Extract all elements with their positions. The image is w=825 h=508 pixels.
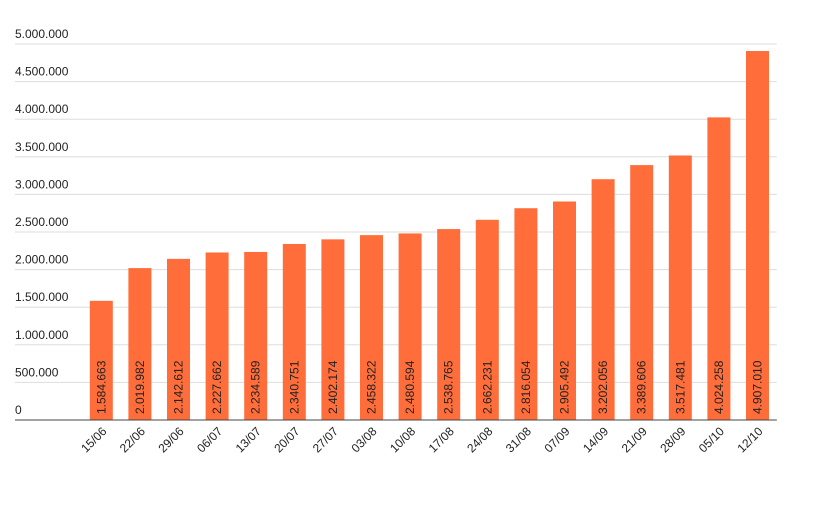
data-label: 3.202.056 [596, 360, 610, 414]
bar [167, 258, 190, 420]
bar [553, 201, 576, 420]
x-tick-label: 10/08 [387, 424, 418, 455]
x-tick-label: 31/08 [503, 424, 534, 455]
data-label: 2.538.765 [442, 360, 456, 414]
x-tick-label: 29/06 [155, 424, 186, 455]
y-tick-label: 0 [15, 403, 22, 417]
x-tick-label: 21/09 [619, 424, 650, 455]
x-tick-label: 05/10 [696, 424, 727, 455]
x-tick-label: 22/06 [117, 424, 148, 455]
data-label: 1.584.663 [94, 360, 108, 414]
x-tick-label: 07/09 [541, 424, 572, 455]
data-label: 2.816.054 [519, 360, 533, 414]
data-label: 2.019.982 [133, 360, 147, 414]
data-label: 2.227.662 [210, 360, 224, 414]
x-tick-label: 24/08 [464, 424, 495, 455]
data-label: 2.905.492 [558, 360, 572, 414]
y-tick-label: 500.000 [15, 365, 59, 379]
data-label: 3.517.481 [673, 360, 687, 414]
bar [282, 243, 306, 420]
bar [630, 165, 654, 420]
x-tick-label: 20/07 [271, 424, 302, 455]
y-tick-label: 1.500.000 [15, 290, 69, 304]
data-label: 2.458.322 [365, 360, 379, 414]
y-tick-label: 5.000.000 [15, 27, 69, 41]
bar [89, 300, 113, 420]
bar [360, 235, 383, 420]
y-tick-label: 4.500.000 [15, 65, 69, 79]
bar [398, 233, 422, 420]
x-tick-label: 14/09 [580, 424, 611, 455]
bar [128, 268, 152, 420]
bar [321, 239, 345, 420]
x-tick-label: 03/08 [348, 424, 379, 455]
data-label: 3.389.606 [635, 360, 649, 414]
y-tick-label: 2.000.000 [15, 253, 69, 267]
data-label: 2.340.751 [287, 360, 301, 414]
x-tick-label: 06/07 [194, 424, 225, 455]
x-tick-label: 28/09 [657, 424, 688, 455]
data-label: 4.907.010 [751, 360, 765, 414]
bar [514, 208, 538, 420]
bar [591, 179, 615, 420]
data-label: 2.402.174 [326, 360, 340, 414]
data-label: 4.024.258 [712, 360, 726, 414]
y-tick-label: 3.000.000 [15, 177, 69, 191]
bar [707, 117, 731, 421]
data-label: 2.234.589 [249, 360, 263, 414]
bar [475, 219, 499, 420]
bar [668, 155, 692, 421]
data-label: 2.480.594 [403, 360, 417, 414]
y-tick-label: 1.000.000 [15, 328, 69, 342]
x-tick-label: 13/07 [233, 424, 264, 455]
bar [746, 50, 769, 420]
bar [437, 229, 461, 420]
bar [244, 251, 268, 420]
x-tick-label: 12/10 [734, 424, 765, 455]
data-label: 2.662.231 [480, 360, 494, 414]
bar [205, 252, 229, 420]
y-tick-label: 2.500.000 [15, 215, 69, 229]
data-label: 2.142.612 [172, 360, 186, 414]
x-tick-label: 15/06 [78, 424, 109, 455]
y-tick-label: 3.500.000 [15, 140, 69, 154]
x-tick-label: 17/08 [426, 424, 457, 455]
x-tick-label: 27/07 [310, 424, 341, 455]
y-tick-label: 4.000.000 [15, 102, 69, 116]
